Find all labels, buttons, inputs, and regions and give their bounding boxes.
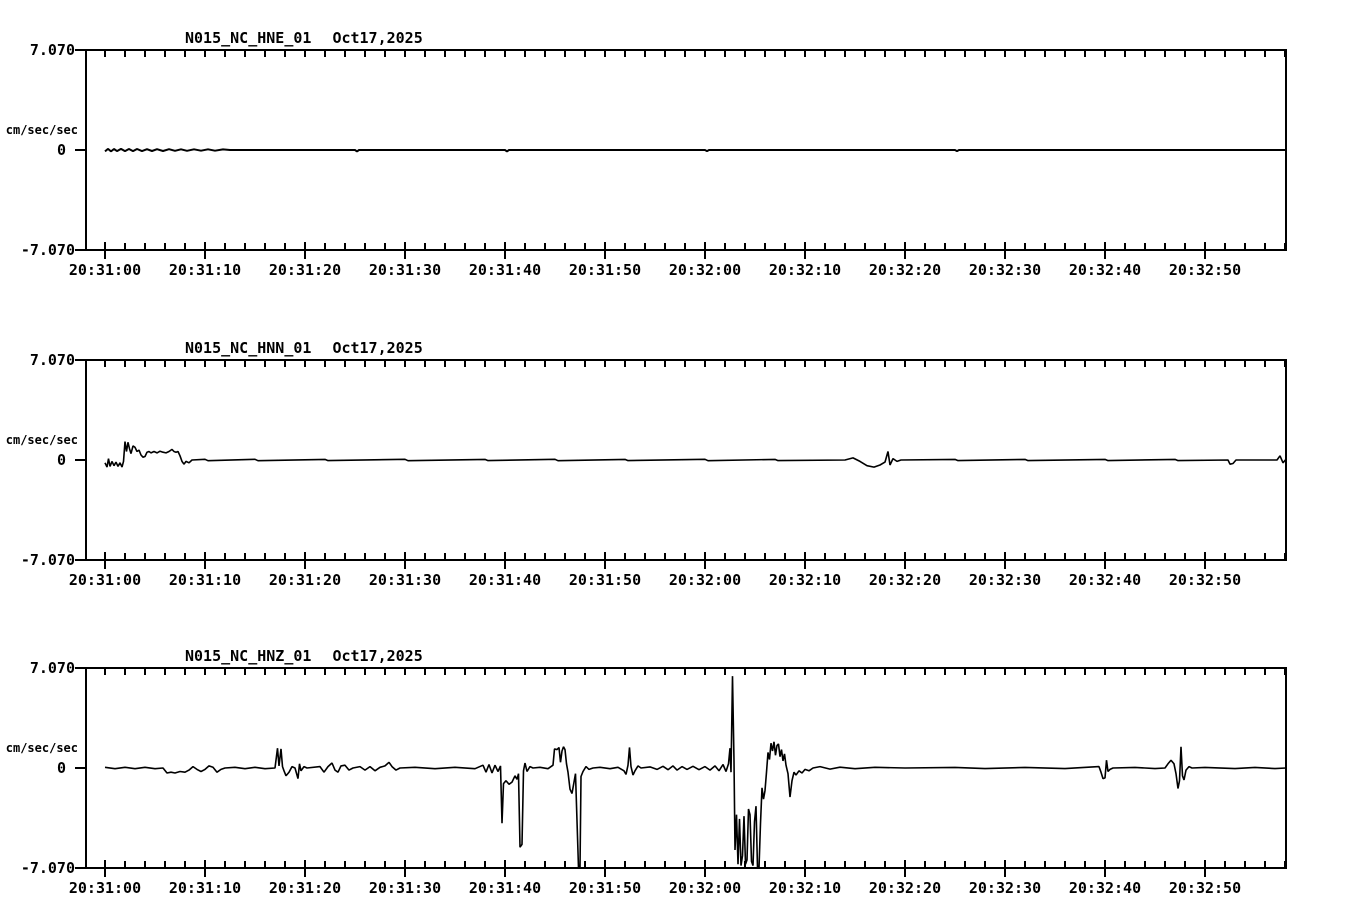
waveform-trace-hnz	[104, 676, 1286, 869]
panel-hne	[75, 49, 1287, 259]
x-tick-label: 20:32:50	[1168, 261, 1242, 279]
y-min-label: -7.070	[20, 241, 75, 259]
x-tick-label: 20:32:10	[768, 571, 842, 589]
x-tick-label: 20:32:50	[1168, 879, 1242, 897]
x-tick-label: 20:32:40	[1068, 571, 1142, 589]
x-tick-label: 20:31:30	[368, 879, 442, 897]
x-tick-label: 20:32:40	[1068, 879, 1142, 897]
y-max-label: 7.070	[29, 41, 75, 59]
date-label: Oct17,2025	[332, 647, 423, 665]
x-tick-label: 20:31:50	[568, 879, 642, 897]
x-tick-label: 20:32:20	[868, 879, 942, 897]
panel-title-hnz: N015_NC_HNZ_01 Oct17,2025	[185, 647, 423, 665]
x-tick-label: 20:31:20	[268, 261, 342, 279]
x-tick-label: 20:32:20	[868, 261, 942, 279]
y-zero-label: 0	[56, 141, 66, 159]
date-label: Oct17,2025	[332, 29, 423, 47]
x-tick-label: 20:32:10	[768, 879, 842, 897]
tick-marks-group	[75, 49, 1286, 259]
x-tick-label: 20:31:40	[468, 879, 542, 897]
x-tick-label: 20:31:30	[368, 571, 442, 589]
x-tick-label: 20:32:50	[1168, 571, 1242, 589]
panel-title-hnn: N015_NC_HNN_01 Oct17,2025	[185, 339, 423, 357]
panel-hnn	[75, 359, 1287, 569]
x-tick-label: 20:32:40	[1068, 261, 1142, 279]
x-tick-label: 20:32:00	[668, 571, 742, 589]
x-tick-label: 20:31:00	[68, 879, 142, 897]
x-tick-label: 20:31:50	[568, 261, 642, 279]
x-axis-labels: 20:31:00 20:31:10 20:31:20 20:31:30 20:31:40…	[0, 879, 1358, 897]
x-tick-label: 20:31:40	[468, 571, 542, 589]
x-tick-label: 20:32:00	[668, 879, 742, 897]
y-zero-label: 0	[56, 759, 66, 777]
station-channel-label: N015_NC_HNN_01	[185, 339, 312, 357]
waveform-trace-hne	[104, 148, 1286, 153]
x-tick-label: 20:31:20	[268, 571, 342, 589]
x-tick-label: 20:31:10	[168, 571, 242, 589]
x-tick-label: 20:31:20	[268, 879, 342, 897]
panel-title-hne: N015_NC_HNE_01 Oct17,2025	[185, 29, 423, 47]
tick-marks-group	[75, 359, 1286, 569]
x-tick-label: 20:31:40	[468, 261, 542, 279]
x-tick-label: 20:32:30	[968, 571, 1042, 589]
x-tick-label: 20:31:50	[568, 571, 642, 589]
x-tick-label: 20:31:00	[68, 571, 142, 589]
y-unit-label: cm/sec/sec	[5, 123, 78, 137]
station-channel-label: N015_NC_HNZ_01	[185, 647, 312, 665]
y-max-label: 7.070	[29, 351, 75, 369]
x-tick-label: 20:31:10	[168, 261, 242, 279]
x-tick-label: 20:32:20	[868, 571, 942, 589]
waveform-trace-hnn	[104, 441, 1286, 468]
y-min-label: -7.070	[20, 859, 75, 877]
y-max-label: 7.070	[29, 659, 75, 677]
x-axis-labels: 20:31:00 20:31:10 20:31:20 20:31:30 20:31:40…	[0, 261, 1358, 279]
y-min-label: -7.070	[20, 551, 75, 569]
date-label: Oct17,2025	[332, 339, 423, 357]
x-tick-label: 20:31:10	[168, 879, 242, 897]
y-zero-label: 0	[56, 451, 66, 469]
x-tick-label: 20:32:00	[668, 261, 742, 279]
y-unit-label: cm/sec/sec	[5, 433, 78, 447]
x-tick-label: 20:31:30	[368, 261, 442, 279]
tick-marks-group	[75, 667, 1286, 877]
x-axis-labels: 20:31:00 20:31:10 20:31:20 20:31:30 20:31:40…	[0, 571, 1358, 589]
x-tick-label: 20:32:30	[968, 879, 1042, 897]
x-tick-label: 20:31:00	[68, 261, 142, 279]
station-channel-label: N015_NC_HNE_01	[185, 29, 312, 47]
x-tick-label: 20:32:10	[768, 261, 842, 279]
y-unit-label: cm/sec/sec	[5, 741, 78, 755]
x-tick-label: 20:32:30	[968, 261, 1042, 279]
panel-hnz	[75, 667, 1287, 877]
